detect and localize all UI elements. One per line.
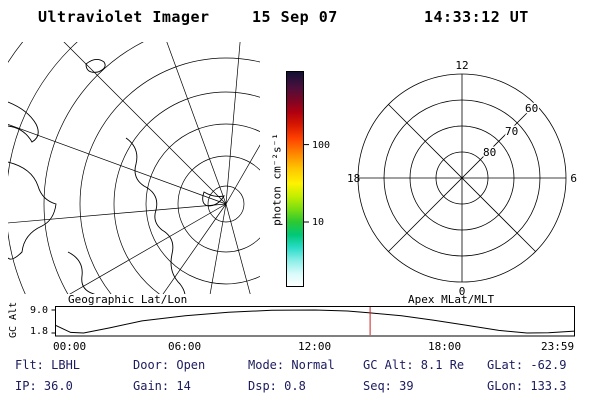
status-glat: GLat: -62.9 bbox=[487, 358, 567, 372]
status-mode: Mode: Normal bbox=[248, 358, 335, 372]
status-flt: Flt: LBHL bbox=[15, 358, 81, 372]
xtick-2359: 23:59 bbox=[541, 340, 575, 353]
status-dsp: Dsp: 0.8 bbox=[248, 379, 306, 393]
colorbar: 100 10 bbox=[286, 71, 330, 287]
colorbar-tick-label-10: 10 bbox=[312, 217, 324, 228]
date-label: 15 Sep 07 bbox=[252, 8, 338, 26]
polar-grid: 12 18 6 0 60 70 80 bbox=[347, 59, 577, 298]
coastlines bbox=[8, 59, 225, 294]
gc-alt-chart bbox=[51, 306, 575, 337]
polar-rings bbox=[357, 73, 567, 283]
polar-caption: Apex MLat/MLT bbox=[408, 293, 495, 306]
mlt-label-6: 6 bbox=[570, 172, 577, 185]
mlt-label-12: 12 bbox=[455, 59, 468, 72]
mlt-label-0: 0 bbox=[459, 285, 466, 298]
xtick-1800: 18:00 bbox=[428, 340, 462, 353]
ring-label-60: 60 bbox=[525, 102, 538, 115]
gc-alt-ytick-high: 9.0 bbox=[30, 305, 49, 316]
gc-alt-ytick-low: 1.8 bbox=[30, 326, 49, 337]
map-grid bbox=[8, 42, 260, 294]
status-door: Door: Open bbox=[133, 358, 206, 372]
status-glon: GLon: 133.3 bbox=[487, 379, 567, 393]
status-ip: IP: 36.0 bbox=[15, 379, 73, 393]
ring-label-70: 70 bbox=[505, 125, 518, 138]
geographic-map bbox=[8, 42, 260, 294]
status-seq: Seq: 39 bbox=[363, 379, 414, 393]
colorbar-label: photon cm⁻²s⁻¹ bbox=[270, 133, 284, 226]
xtick-0000: 00:00 bbox=[53, 340, 87, 353]
ring-label-80: 80 bbox=[483, 146, 496, 159]
colorbar-tick-label-100: 100 bbox=[312, 140, 330, 151]
mlt-label-18: 18 bbox=[347, 172, 360, 185]
gc-alt-axis-title: GC Alt bbox=[8, 301, 19, 338]
status-gcalt: GC Alt: 8.1 Re bbox=[363, 358, 465, 372]
map-caption: Geographic Lat/Lon bbox=[68, 293, 188, 306]
time-label: 14:33:12 UT bbox=[424, 8, 529, 26]
xtick-1200: 12:00 bbox=[298, 340, 332, 353]
xtick-0600: 06:00 bbox=[168, 340, 202, 353]
status-gain: Gain: 14 bbox=[133, 379, 191, 393]
gc-alt-frame bbox=[55, 306, 575, 337]
gc-alt-curve bbox=[55, 309, 575, 334]
colorbar-gradient bbox=[286, 71, 304, 287]
app-title: Ultraviolet Imager bbox=[38, 8, 210, 26]
